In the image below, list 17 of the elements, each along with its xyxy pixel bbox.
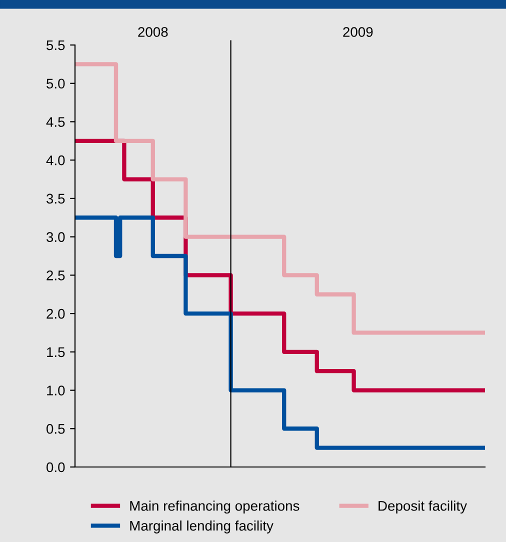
y-tick-label: 3.5 [46, 194, 65, 204]
legend-label: Marginal lending facility [130, 520, 274, 534]
y-tick-label: 2.0 [46, 308, 65, 319]
y-tick-label: 1.0 [47, 386, 65, 396]
y-tick-label: 5.0 [46, 78, 65, 89]
y-tick-label: 4.0 [46, 155, 65, 166]
y-tick-label: 3.0 [46, 232, 65, 242]
y-tick-label: 0.0 [46, 462, 65, 472]
legend-label: Deposit facility [378, 500, 467, 514]
y-tick-label: 4.5 [46, 117, 65, 127]
y-tick-label: 2.5 [46, 270, 65, 280]
text: 2008 [138, 27, 168, 37]
y-tick-label: 1.5 [47, 347, 65, 358]
y-tick-label: 5.5 [46, 40, 65, 50]
legend-label: Main refinancing operations [130, 500, 300, 514]
text: 2009 [343, 27, 373, 37]
y-tick-label: 0.5 [46, 424, 65, 434]
